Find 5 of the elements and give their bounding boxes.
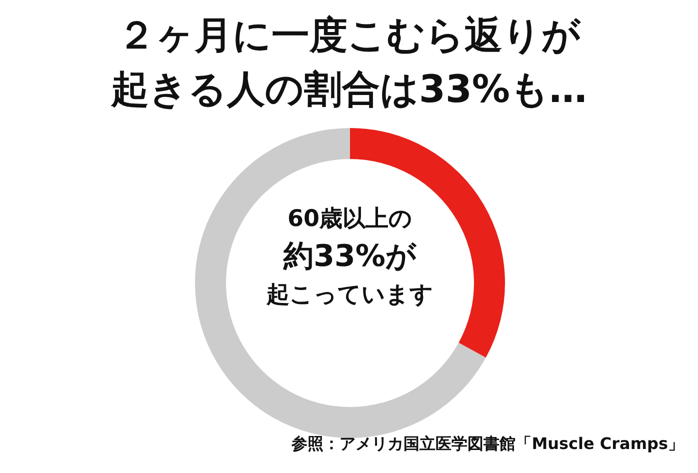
chart-title: ２ヶ月に一度こむら返りが起きる人の割合は33%も…: [110, 12, 588, 113]
text: 60歳以上の: [286, 205, 414, 234]
text: 起こっています: [265, 281, 434, 310]
text: 約33%が: [282, 238, 418, 276]
text: 参照：アメリカ国立医学図書館「Muscle Cramps」: [292, 434, 684, 455]
